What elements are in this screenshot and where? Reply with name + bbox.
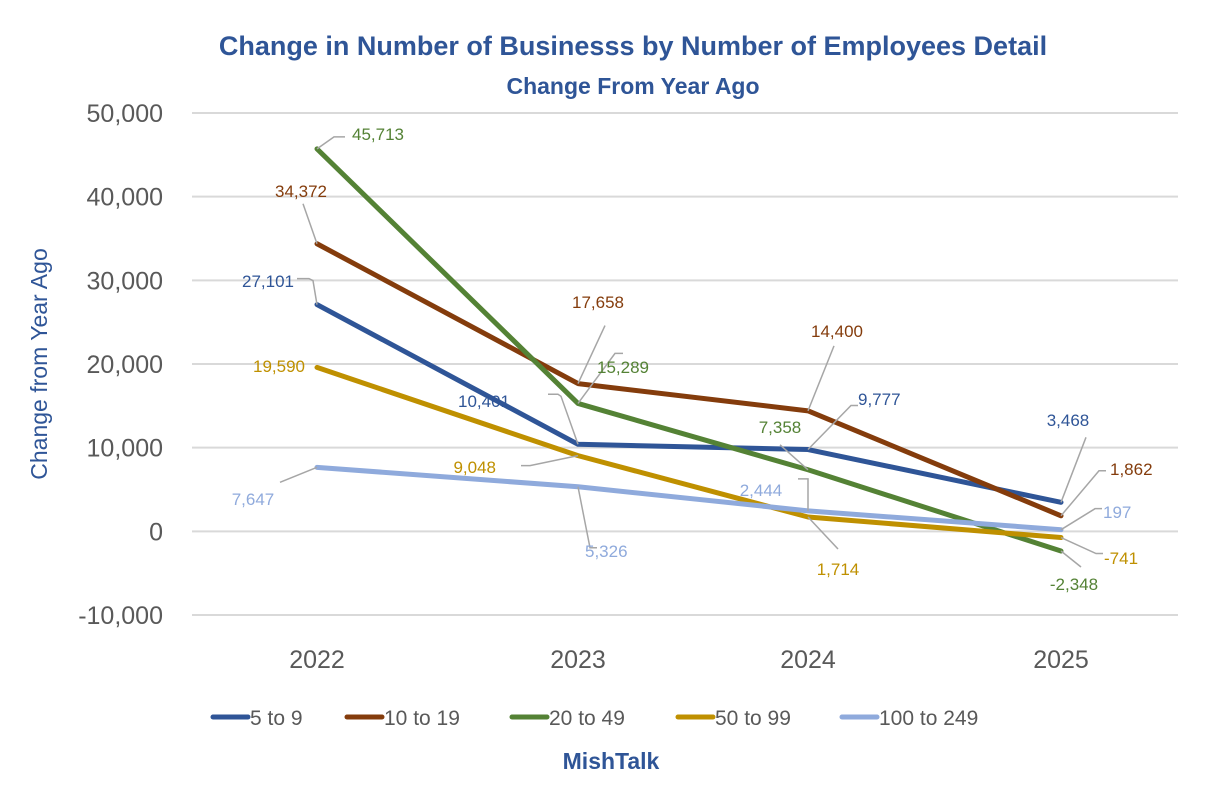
series-line-50-to-99 — [314, 364, 1064, 541]
legend-label: 50 to 99 — [715, 707, 791, 730]
data-label: -741 — [1104, 549, 1138, 568]
legend-label: 5 to 9 — [250, 707, 303, 730]
data-label: 10,401 — [458, 392, 510, 411]
data-label: 17,658 — [572, 293, 624, 312]
y-tick-label: 40,000 — [87, 184, 163, 212]
x-tick-label: 2022 — [289, 646, 345, 674]
data-label: 45,713 — [352, 125, 404, 144]
leader-line — [577, 325, 606, 384]
leader-line — [798, 478, 809, 511]
legend: 5 to 9 10 to 19 20 to 49 50 to 99 100 to 249 — [210, 707, 978, 730]
data-label: -2,348 — [1050, 575, 1098, 594]
data-label: 9,777 — [858, 390, 901, 409]
leader-line — [548, 393, 579, 445]
data-label: 5,326 — [585, 542, 628, 561]
leader-line — [577, 486, 597, 549]
leader-line — [521, 454, 579, 467]
data-label-leaders — [279, 136, 1106, 568]
data-label: 27,101 — [242, 272, 294, 291]
leader-line — [807, 404, 858, 451]
y-tick-label: -10,000 — [78, 602, 163, 630]
series-lines — [314, 146, 1064, 554]
y-tick-label: 20,000 — [87, 351, 163, 379]
data-label: 7,358 — [759, 418, 802, 437]
y-tick-label: 10,000 — [87, 435, 163, 463]
legend-label: 10 to 19 — [384, 707, 460, 730]
leader-line — [1060, 536, 1103, 555]
data-label: 34,372 — [275, 182, 327, 201]
data-label: 1,862 — [1110, 460, 1153, 479]
data-label: 197 — [1103, 503, 1131, 522]
y-axis-ticks: 50,000 40,000 30,000 20,000 10,000 0 -10,000 — [78, 100, 163, 630]
data-label: 3,468 — [1047, 411, 1090, 430]
data-labels: 27,101 10,401 9,777 3,468 34,372 17,658 14,400… — [232, 125, 1153, 594]
legend-label: 20 to 49 — [549, 707, 625, 730]
data-label: 14,400 — [811, 322, 863, 341]
x-tick-label: 2024 — [780, 646, 836, 674]
chart-title: Change in Number of Businesss by Number … — [219, 31, 1047, 61]
footer-watermark: MishTalk — [563, 748, 660, 774]
leader-line — [316, 136, 345, 150]
y-axis-title: Change from Year Ago — [26, 248, 52, 479]
data-label: 15,289 — [597, 358, 649, 377]
y-tick-label: 30,000 — [87, 267, 163, 295]
series-line-10-to-19 — [314, 241, 1064, 519]
series-line-5-to-9 — [314, 302, 1064, 505]
y-tick-label: 50,000 — [87, 100, 163, 128]
x-tick-label: 2025 — [1033, 646, 1089, 674]
data-label: 2,444 — [740, 481, 783, 500]
leader-line — [1060, 437, 1087, 503]
leader-line — [302, 203, 318, 245]
leader-line — [279, 466, 318, 484]
data-label: 9,048 — [453, 458, 496, 477]
series-line-100-to-249 — [314, 464, 1064, 533]
data-label: 19,590 — [253, 357, 305, 376]
leader-line — [1060, 507, 1102, 531]
legend-label: 100 to 249 — [879, 707, 978, 730]
chart-subtitle: Change From Year Ago — [506, 73, 759, 99]
leader-line — [1060, 470, 1106, 517]
leader-line — [1060, 550, 1082, 568]
leader-line — [577, 352, 623, 404]
series-line-20-to-49 — [314, 146, 1064, 554]
data-label: 7,647 — [232, 490, 275, 509]
x-axis-ticks: 2022 2023 2024 2025 — [289, 646, 1089, 674]
data-label: 1,714 — [817, 560, 860, 579]
leader-line — [807, 345, 835, 412]
x-tick-label: 2023 — [550, 646, 606, 674]
leader-line — [779, 444, 809, 471]
y-tick-label: 0 — [149, 518, 163, 546]
leader-line — [807, 516, 839, 550]
leader-line — [297, 277, 318, 305]
